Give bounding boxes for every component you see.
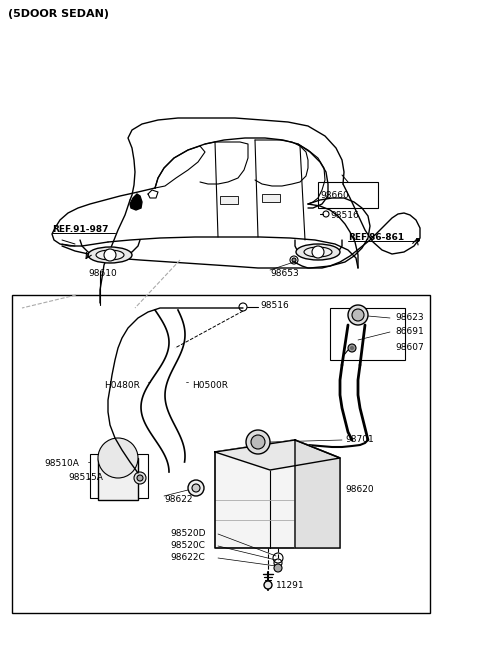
Circle shape — [104, 249, 116, 261]
Ellipse shape — [296, 244, 340, 260]
Text: 98520D: 98520D — [170, 530, 205, 539]
Text: REF.86-861: REF.86-861 — [348, 234, 404, 243]
Circle shape — [246, 430, 270, 454]
Bar — [262, 194, 280, 202]
Circle shape — [312, 246, 324, 258]
Text: 98623: 98623 — [395, 313, 424, 323]
Circle shape — [137, 475, 143, 481]
Polygon shape — [215, 440, 340, 548]
Text: 98620: 98620 — [345, 485, 373, 495]
Text: 98622: 98622 — [164, 495, 192, 504]
Text: 98701: 98701 — [345, 435, 374, 445]
Ellipse shape — [96, 250, 124, 260]
Text: 98515A: 98515A — [68, 474, 103, 482]
Text: 98653: 98653 — [270, 269, 299, 278]
Bar — [318, 182, 378, 208]
Bar — [90, 454, 148, 498]
Polygon shape — [130, 194, 142, 210]
Text: 98516: 98516 — [330, 210, 359, 219]
Text: 98610: 98610 — [88, 269, 117, 278]
Circle shape — [134, 472, 146, 484]
Text: REF.91-987: REF.91-987 — [52, 225, 108, 234]
Circle shape — [348, 344, 356, 352]
Circle shape — [192, 484, 200, 492]
Text: (5DOOR SEDAN): (5DOOR SEDAN) — [8, 9, 109, 19]
Bar — [12, 295, 430, 613]
Circle shape — [188, 480, 204, 496]
Text: 98516: 98516 — [260, 300, 289, 310]
Circle shape — [264, 581, 272, 589]
Circle shape — [292, 258, 296, 262]
Bar — [330, 308, 405, 360]
Text: 11291: 11291 — [276, 580, 305, 589]
Bar — [220, 196, 238, 204]
Text: 98607: 98607 — [395, 343, 424, 352]
Circle shape — [274, 564, 282, 572]
Circle shape — [352, 309, 364, 321]
Circle shape — [350, 346, 354, 350]
Text: 98510A: 98510A — [44, 459, 79, 469]
Text: 98622C: 98622C — [170, 554, 205, 563]
Text: H0500R: H0500R — [192, 380, 228, 389]
Text: H0480R: H0480R — [104, 380, 140, 389]
Polygon shape — [215, 440, 340, 470]
Text: 86691: 86691 — [395, 328, 424, 336]
Circle shape — [251, 435, 265, 449]
Circle shape — [416, 238, 420, 242]
Circle shape — [98, 438, 138, 478]
Text: 98660: 98660 — [320, 191, 349, 201]
Text: 98520C: 98520C — [170, 541, 205, 550]
Ellipse shape — [88, 247, 132, 263]
Bar — [98, 458, 138, 500]
Polygon shape — [295, 440, 340, 548]
Circle shape — [348, 305, 368, 325]
Ellipse shape — [304, 247, 332, 257]
